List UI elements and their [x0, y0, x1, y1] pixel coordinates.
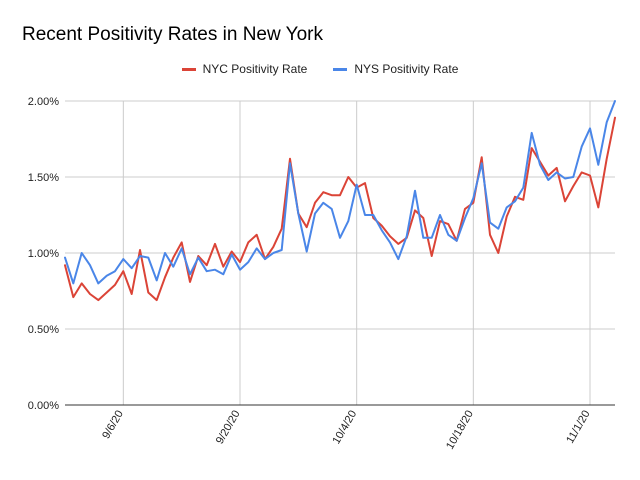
y-tick-label: 0.50%	[28, 324, 59, 336]
y-tick-label: 2.00%	[28, 96, 59, 108]
legend-label-nyc: NYC Positivity Rate	[202, 62, 308, 76]
legend-label-nys: NYS Positivity Rate	[354, 62, 459, 76]
x-tick-label: 10/18/20	[444, 409, 476, 452]
x-tick-label: 9/6/20	[100, 409, 126, 441]
x-tick-label: 10/4/20	[331, 409, 360, 447]
chart-title: Recent Positivity Rates in New York	[22, 24, 323, 45]
y-tick-label: 0.00%	[28, 400, 59, 412]
y-tick-label: 1.00%	[28, 248, 59, 260]
legend-item-nys[interactable]: NYS Positivity Rate	[333, 62, 458, 76]
legend: NYC Positivity Rate NYS Positivity Rate	[0, 62, 640, 76]
legend-item-nyc[interactable]: NYC Positivity Rate	[181, 62, 308, 76]
grid-lines	[65, 100, 615, 405]
legend-swatch-nyc	[181, 67, 196, 71]
series-line-nyc	[64, 116, 616, 302]
series-line-nys	[64, 100, 616, 285]
legend-swatch-nys	[333, 67, 348, 71]
x-tick-label: 11/1/20	[564, 409, 592, 446]
series-lines	[64, 100, 616, 302]
y-tick-label: 1.50%	[28, 172, 59, 184]
tick-labels: 0.00% 0.50% 1.00% 1.50% 2.00% 9/6/20 9/20/20 10…	[28, 96, 593, 452]
x-tick-label: 9/20/20	[214, 409, 243, 447]
